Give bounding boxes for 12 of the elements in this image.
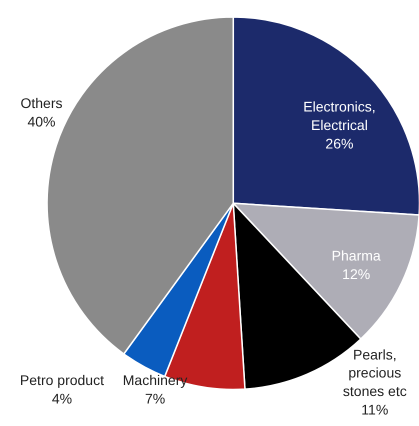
data-label: 4% [52, 390, 72, 406]
slice-label: Pharma [332, 247, 381, 264]
data-label: 26% [325, 136, 354, 152]
data-label: 40% [27, 113, 56, 130]
slice-label: Machinery [122, 372, 188, 388]
slice-label: Pearls, precious stones etc [342, 346, 407, 400]
slice-label: Others [20, 94, 62, 111]
data-label: 12% [342, 266, 370, 282]
slice-label: Petro product [20, 372, 104, 388]
data-label: 11% [361, 401, 388, 418]
slice-label: Electronics, Electrical [303, 98, 376, 134]
data-label: 7% [144, 390, 166, 406]
